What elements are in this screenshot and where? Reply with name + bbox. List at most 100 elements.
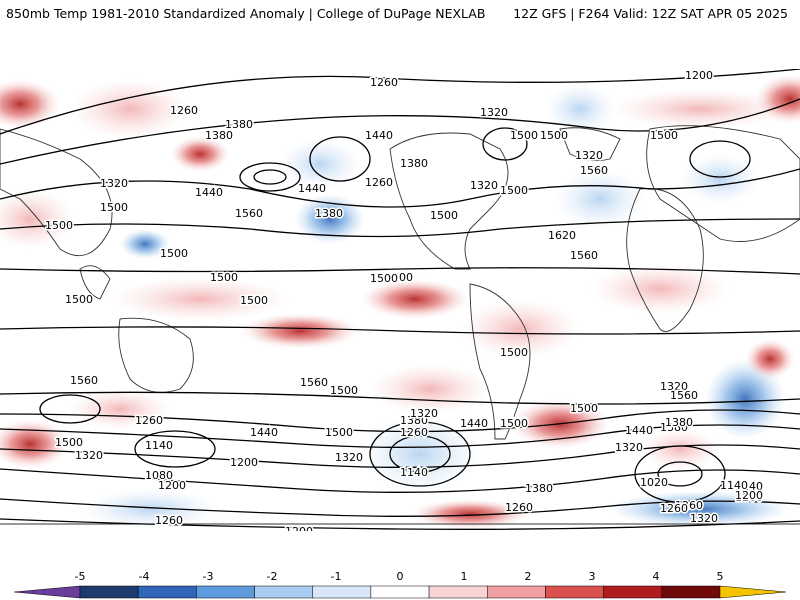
contour-label: 1320: [480, 106, 508, 119]
colorbar-cell: [661, 585, 721, 599]
contour-label: 1140: [720, 479, 748, 492]
contour-label: 1440: [250, 426, 278, 439]
colorbar: -5 -4 -3 -2 -1 0 1 2 3 4 5: [0, 570, 800, 600]
contour-label: 1200: [158, 479, 186, 492]
contour-label: 1380: [660, 421, 688, 434]
colorbar-tick-label: 0: [396, 570, 404, 583]
contour-label: 1620: [548, 229, 576, 242]
contour-label: 1320: [75, 449, 103, 462]
contour-label: 1440: [195, 186, 223, 199]
colorbar-tick-label: 5: [716, 570, 724, 583]
colorbar-tick-label: 2: [524, 570, 532, 583]
contour-label: 1500: [65, 293, 93, 306]
contour-label: 1560: [570, 249, 598, 262]
contour-label: 1380: [205, 129, 233, 142]
contour-label: 1260: [365, 176, 393, 189]
contour-label: 1500: [160, 247, 188, 260]
contour-label: 1020: [640, 476, 668, 489]
contour-label: 1440: [365, 129, 393, 142]
colorbar-tick-label: -2: [266, 570, 278, 583]
contour-label: 1500: [500, 416, 528, 429]
contour-label: 1380: [225, 118, 253, 131]
colorbar-tick-label: -4: [138, 570, 150, 583]
contour-label: 1500: [540, 129, 568, 142]
contour-label: 1500: [45, 219, 73, 232]
colorbar-cell: [719, 585, 787, 599]
colorbar-tick-label: 4: [652, 570, 660, 583]
contour-label: 1320: [100, 177, 128, 190]
contour-label: 1440: [460, 417, 488, 430]
map-panel[interactable]: 1200 1260 1260 1320 1380 1380 1440 1500 1500 1500…: [0, 69, 800, 531]
contour-label: 1500: [330, 384, 358, 397]
contour-label: 1260: [660, 502, 688, 515]
colorbar-tick-label: -3: [202, 570, 214, 583]
contour-label: 1500: [210, 271, 238, 284]
contour-label: 1380: [315, 207, 343, 220]
colorbar-tick-label: 1: [460, 570, 468, 583]
contour-label: 1260: [170, 104, 198, 117]
contour-label: 1440: [625, 424, 653, 437]
contour-label: 1500: [385, 271, 413, 284]
contour-label: 1320: [615, 441, 643, 454]
contour-label: 1200: [230, 456, 258, 469]
contour-label: 1200: [735, 489, 763, 502]
height-contours: [0, 69, 800, 530]
colorbar-svg: [13, 585, 787, 599]
contour-label: 1260: [370, 76, 398, 89]
contour-label: 1320: [690, 512, 718, 525]
contour-label: 1380: [665, 416, 693, 429]
contour-label: 1260: [675, 499, 703, 512]
contour-label: 1500: [325, 426, 353, 439]
contour-label: 1560: [580, 164, 608, 177]
contour-label: 1260: [155, 514, 183, 527]
anomaly-shading: [0, 74, 800, 529]
contour-label: 1500: [500, 184, 528, 197]
contour-label: 1500: [55, 436, 83, 449]
contour-label: 1080: [145, 469, 173, 482]
colorbar-tick-label: -1: [330, 570, 342, 583]
colorbar-cell: [603, 585, 663, 599]
contour-label: 1320: [410, 407, 438, 420]
header: 850mb Temp 1981-2010 Standardized Anomal…: [0, 0, 800, 30]
colorbar-cell: [545, 585, 604, 599]
map-title: 850mb Temp 1981-2010 Standardized Anomal…: [6, 6, 486, 21]
contour-label: 1320: [470, 179, 498, 192]
contour-label: 1500: [100, 201, 128, 214]
contour-label: 1200: [685, 69, 713, 82]
contour-label: 1500: [650, 129, 678, 142]
contour-label: 1560: [300, 376, 328, 389]
colorbar-cell: [137, 585, 197, 599]
colorbar-cell: [312, 585, 372, 599]
contour-label: 1320: [335, 451, 363, 464]
contour-label: 1560: [235, 207, 263, 220]
colorbar-cell: [13, 585, 81, 599]
contour-label: 1200: [285, 525, 313, 531]
contour-label: 1440: [298, 182, 326, 195]
contour-label: 1260: [505, 501, 533, 514]
colorbar-cell: [196, 585, 255, 599]
colorbar-tick-label: -5: [74, 570, 86, 583]
contour-label: 1260: [400, 426, 428, 439]
contour-label: 1560: [70, 374, 98, 387]
contour-label: 1380: [525, 482, 553, 495]
model-run-info: 12Z GFS | F264 Valid: 12Z SAT APR 05 202…: [513, 6, 788, 21]
contour-label: 1140: [735, 480, 763, 493]
colorbar-cell: [487, 585, 546, 599]
contour-label: 1500: [570, 402, 598, 415]
contour-label: 1500: [370, 272, 398, 285]
contour-label: 1320: [575, 149, 603, 162]
contour-label: 1320: [660, 380, 688, 393]
contour-label: 1200: [735, 491, 763, 504]
contour-label: 1380: [400, 414, 428, 427]
colorbar-cell: [370, 585, 430, 599]
contour-label: 1140: [145, 439, 173, 452]
colorbar-cell: [254, 585, 313, 599]
contour-label: 1380: [400, 157, 428, 170]
contour-label: 1260: [135, 414, 163, 427]
colorbar-cell: [79, 585, 139, 599]
contour-label: 1500: [510, 129, 538, 142]
contour-label: 1560: [670, 389, 698, 402]
contour-label: 1500: [500, 346, 528, 359]
